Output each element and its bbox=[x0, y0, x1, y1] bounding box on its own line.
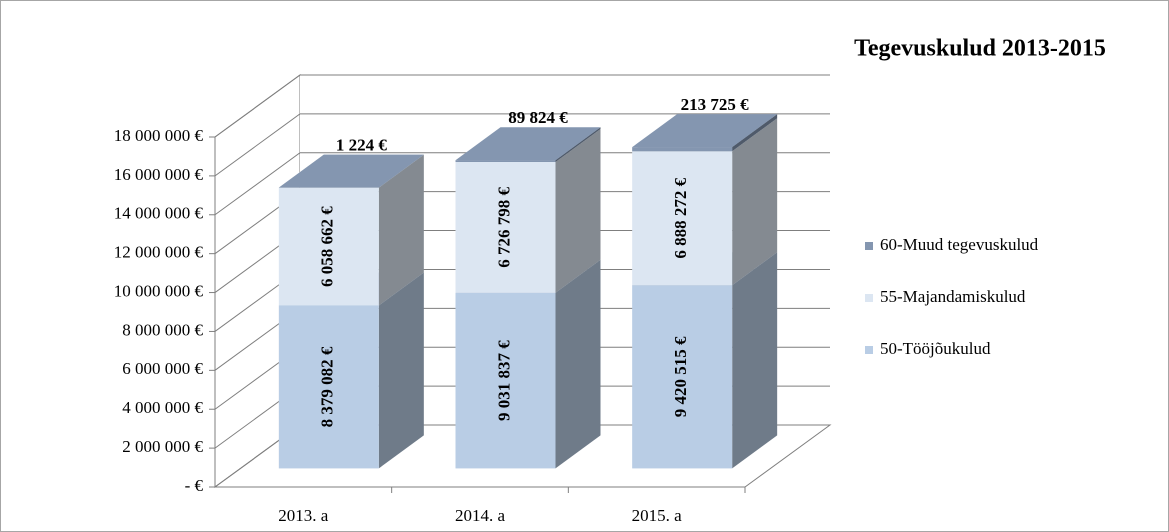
bar bbox=[632, 151, 733, 286]
legend-marker bbox=[865, 346, 873, 354]
data-label: 9 420 515 € bbox=[671, 336, 690, 417]
y-tick-label: 2 000 000 € bbox=[122, 437, 203, 456]
bar-side bbox=[555, 127, 601, 162]
bar bbox=[278, 305, 379, 469]
bar-top bbox=[632, 114, 778, 148]
data-label: 213 725 € bbox=[681, 95, 750, 114]
x-tick-label: 2015. a bbox=[632, 506, 683, 525]
data-label: 6 726 798 € bbox=[494, 187, 513, 268]
data-label: 8 379 082 € bbox=[318, 346, 337, 427]
bar-top bbox=[278, 154, 424, 188]
x-tick-label: 2014. a bbox=[455, 506, 506, 525]
bar bbox=[455, 292, 556, 469]
bar-side bbox=[378, 272, 424, 469]
data-label: 89 824 € bbox=[508, 108, 568, 127]
bar-side bbox=[555, 259, 601, 469]
y-tick-label: 14 000 000 € bbox=[114, 204, 204, 223]
data-label: 9 031 837 € bbox=[494, 340, 513, 421]
legend-marker bbox=[865, 294, 873, 302]
y-tick-label: 6 000 000 € bbox=[122, 359, 203, 378]
y-tick-label: 8 000 000 € bbox=[122, 320, 203, 339]
legend-label: 55-Majandamiskulud bbox=[880, 287, 1026, 306]
bar bbox=[632, 285, 733, 469]
y-tick-label: 18 000 000 € bbox=[114, 126, 204, 145]
bar-side bbox=[732, 252, 778, 469]
y-tick-label: 4 000 000 € bbox=[122, 398, 203, 417]
chart-title: Tegevuskulud 2013-2015 bbox=[854, 36, 1106, 62]
bar-side bbox=[732, 118, 778, 286]
bar-side bbox=[732, 114, 778, 152]
y-tick-label: 12 000 000 € bbox=[114, 243, 204, 262]
x-tick-label: 2013. a bbox=[278, 506, 329, 525]
legend-label: 60-Muud tegevuskulud bbox=[880, 235, 1039, 254]
y-tick-label: 16 000 000 € bbox=[114, 165, 204, 184]
legend-marker bbox=[865, 242, 873, 250]
bar-side bbox=[378, 154, 424, 306]
y-tick-label: - € bbox=[185, 476, 204, 495]
bar-top bbox=[455, 127, 601, 161]
bar-side bbox=[378, 154, 424, 188]
data-label: 6 058 662 € bbox=[318, 206, 337, 287]
bar bbox=[278, 187, 379, 306]
grid-line bbox=[214, 74, 830, 138]
bar-side bbox=[555, 128, 601, 293]
grid-line bbox=[214, 113, 830, 177]
bar bbox=[455, 161, 556, 293]
data-label: 1 224 € bbox=[336, 136, 388, 155]
bar bbox=[455, 160, 556, 162]
legend-label: 50-Tööjõukulud bbox=[880, 339, 991, 358]
y-tick-label: 10 000 000 € bbox=[114, 281, 204, 300]
bar bbox=[632, 147, 733, 152]
data-label: 6 888 272 € bbox=[671, 177, 690, 258]
